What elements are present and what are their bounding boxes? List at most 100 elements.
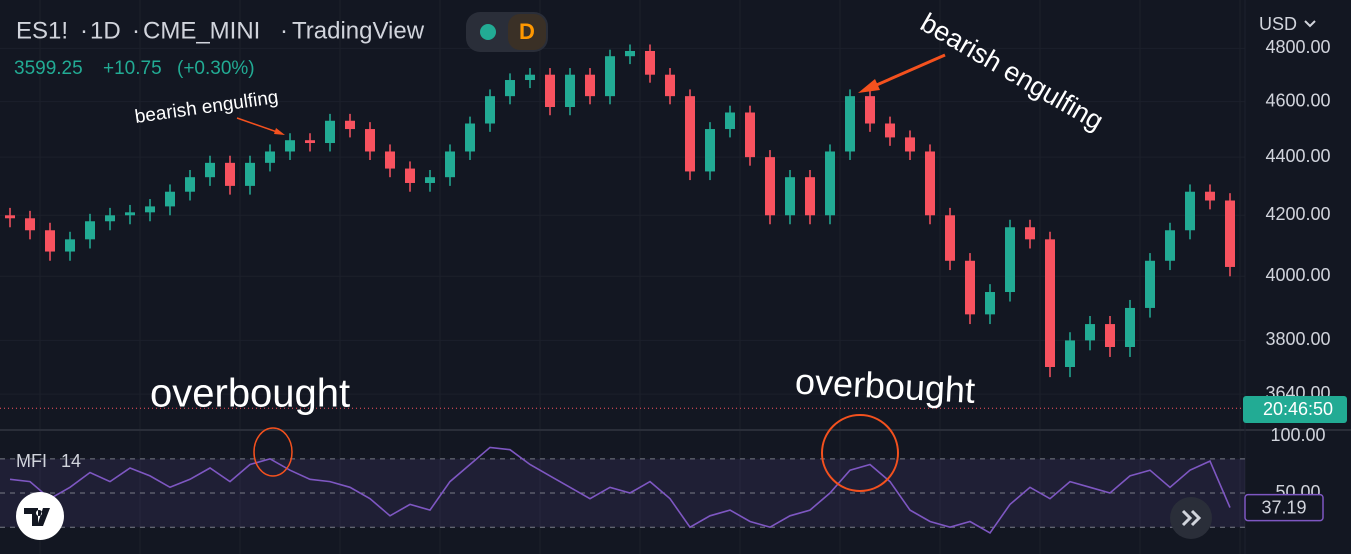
candle-body	[245, 162, 255, 186]
mfi-legend: MFI 14	[16, 451, 81, 471]
candle-body	[1125, 307, 1135, 348]
logo-mark	[24, 508, 50, 526]
price-pane: 4800.00 4600.00 4400.00 4200.00 4000.00 3800.…	[0, 37, 1347, 423]
symbol: ES1!	[16, 17, 68, 44]
candle-body	[485, 96, 495, 124]
logo-bg[interactable]	[16, 492, 64, 540]
status-dot	[480, 24, 496, 40]
candle-body	[1045, 239, 1055, 368]
candle-body	[1025, 227, 1035, 240]
scroll-button[interactable]	[1170, 497, 1212, 539]
candle-body	[525, 74, 535, 81]
candle-body	[745, 112, 755, 158]
candle-body	[705, 129, 715, 172]
candle-body	[645, 50, 655, 75]
candle-body	[165, 191, 175, 207]
candle-body	[905, 137, 915, 152]
candle-body	[1225, 200, 1235, 267]
candle-body	[605, 56, 615, 97]
candle-body	[1105, 324, 1115, 348]
currency[interactable]: USD	[1259, 14, 1297, 34]
candle-body	[1165, 230, 1175, 261]
mode-badge	[508, 14, 546, 50]
y-tick-label: 3800.00	[1265, 329, 1330, 349]
candle-body	[665, 74, 675, 97]
candle-body	[885, 123, 895, 138]
candle-body	[805, 177, 815, 216]
dot: ·	[80, 17, 88, 44]
candle-body	[185, 177, 195, 192]
quote: 3599.25 +10.75 (+0.30%)	[14, 58, 255, 79]
candle-body	[925, 151, 935, 216]
candle-body	[105, 215, 115, 222]
candle-body	[85, 221, 95, 240]
y-tick-label: 4600.00	[1265, 90, 1330, 110]
candle-body	[385, 151, 395, 169]
header: ES1! · 1D · CME_MINI · TradingView	[16, 17, 425, 44]
last-value: 37.19	[1261, 497, 1306, 517]
arrow-head	[858, 79, 880, 93]
candle-body	[1205, 191, 1215, 201]
candle-body	[1085, 324, 1095, 341]
mode-toggle[interactable]: D	[466, 12, 548, 52]
candle-body	[785, 177, 795, 216]
candle-body	[425, 177, 435, 183]
candle-body	[265, 151, 275, 163]
chevron	[1304, 20, 1316, 28]
candle-body	[765, 157, 775, 216]
candle-body	[345, 120, 355, 130]
candle-body	[205, 162, 215, 178]
candle-body	[865, 96, 875, 124]
mfi-line	[9, 446, 1231, 534]
candle-body	[685, 96, 695, 172]
arrow	[871, 53, 946, 89]
candle-body	[65, 239, 75, 252]
y-tick-label: 4800.00	[1265, 37, 1330, 57]
value-badge	[1244, 493, 1324, 522]
candle-body	[285, 140, 295, 152]
candle-body	[845, 96, 855, 152]
countdown: 20:46:50	[1263, 399, 1333, 419]
scroll-icon	[1181, 509, 1202, 527]
y-tick-label: 100.00	[1270, 425, 1325, 445]
candle-body	[5, 215, 15, 219]
arrow-head	[274, 128, 285, 135]
exchange: CME_MINI	[143, 17, 260, 44]
candle-body	[125, 212, 135, 216]
grid	[0, 0, 1245, 554]
candle-body	[565, 74, 575, 108]
source: TradingView	[292, 17, 425, 44]
candle-body	[1145, 260, 1155, 308]
candle-body	[1065, 340, 1075, 368]
annotation: overbought	[150, 372, 350, 416]
candle-body	[585, 74, 595, 97]
highlight-circle	[253, 427, 293, 477]
change: +10.75	[103, 58, 162, 79]
change-pct: (+0.30%)	[177, 58, 255, 79]
highlight-circle	[821, 414, 899, 492]
candle-body	[25, 218, 35, 231]
logo[interactable]	[16, 492, 64, 540]
currency-menu[interactable]: USD	[1259, 14, 1316, 34]
indicator-length: 14	[61, 451, 81, 471]
candle-body	[965, 260, 975, 315]
candle-body	[985, 292, 995, 315]
dot: ·	[132, 17, 140, 44]
candle-body	[445, 151, 455, 178]
candle-body	[825, 151, 835, 216]
y-tick-label: 4000.00	[1265, 265, 1330, 285]
candle-body	[45, 230, 55, 252]
candle-body	[325, 120, 335, 144]
mode: D	[519, 19, 535, 44]
candle-body	[725, 112, 735, 130]
y-tick-label: 4200.00	[1265, 204, 1330, 224]
candle-body	[465, 123, 475, 152]
y-tick-label: 4400.00	[1265, 146, 1330, 166]
candle-body	[225, 162, 235, 186]
last-price: 3599.25	[14, 58, 83, 79]
indicator-name: MFI	[16, 451, 47, 471]
